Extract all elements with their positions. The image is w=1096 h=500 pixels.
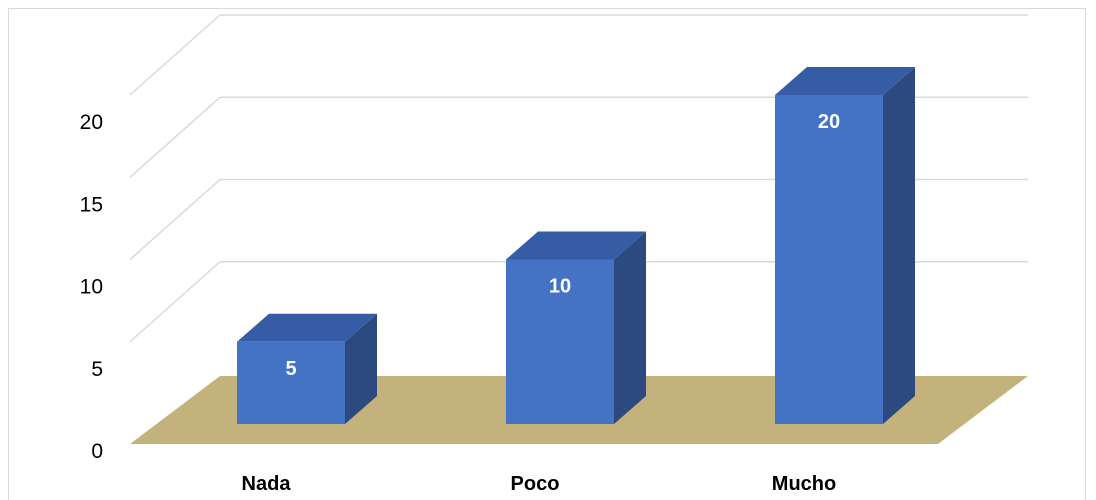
y-tick-label-0: 0 (91, 440, 103, 463)
bar-poco: 10 (506, 231, 646, 424)
bar-side-0 (345, 313, 377, 424)
bar-front-2 (775, 95, 883, 424)
x-axis-category-labels: Nada Poco Mucho (242, 473, 837, 495)
gridline-side-15 (129, 96, 221, 178)
bars: 5 10 20 (237, 67, 915, 424)
bar-side-1 (614, 231, 646, 424)
bar-front-0 (237, 341, 345, 424)
gridline-side-20 (129, 14, 221, 96)
y-axis-tick-labels: 0 5 10 15 20 (80, 111, 103, 463)
bar-nada: 5 (237, 313, 377, 424)
category-label-nada: Nada (242, 473, 292, 495)
y-tick-label-15: 15 (80, 193, 103, 216)
data-label-1: 10 (549, 276, 571, 298)
data-label-0: 5 (285, 358, 296, 380)
bar-front-1 (506, 259, 614, 424)
gridline-side-10 (129, 178, 221, 261)
y-tick-label-20: 20 (80, 111, 103, 134)
category-label-poco: Poco (511, 473, 560, 495)
data-label-2: 20 (818, 111, 840, 133)
bar-top-1 (506, 231, 646, 260)
bar-mucho: 20 (775, 67, 915, 424)
bar-side-2 (883, 67, 915, 424)
y-tick-label-5: 5 (91, 358, 103, 381)
y-tick-label-10: 10 (80, 276, 103, 299)
category-label-mucho: Mucho (772, 473, 836, 495)
gridline-side-5 (129, 261, 221, 343)
bar-top-0 (237, 313, 377, 342)
bar-top-2 (775, 67, 915, 95)
